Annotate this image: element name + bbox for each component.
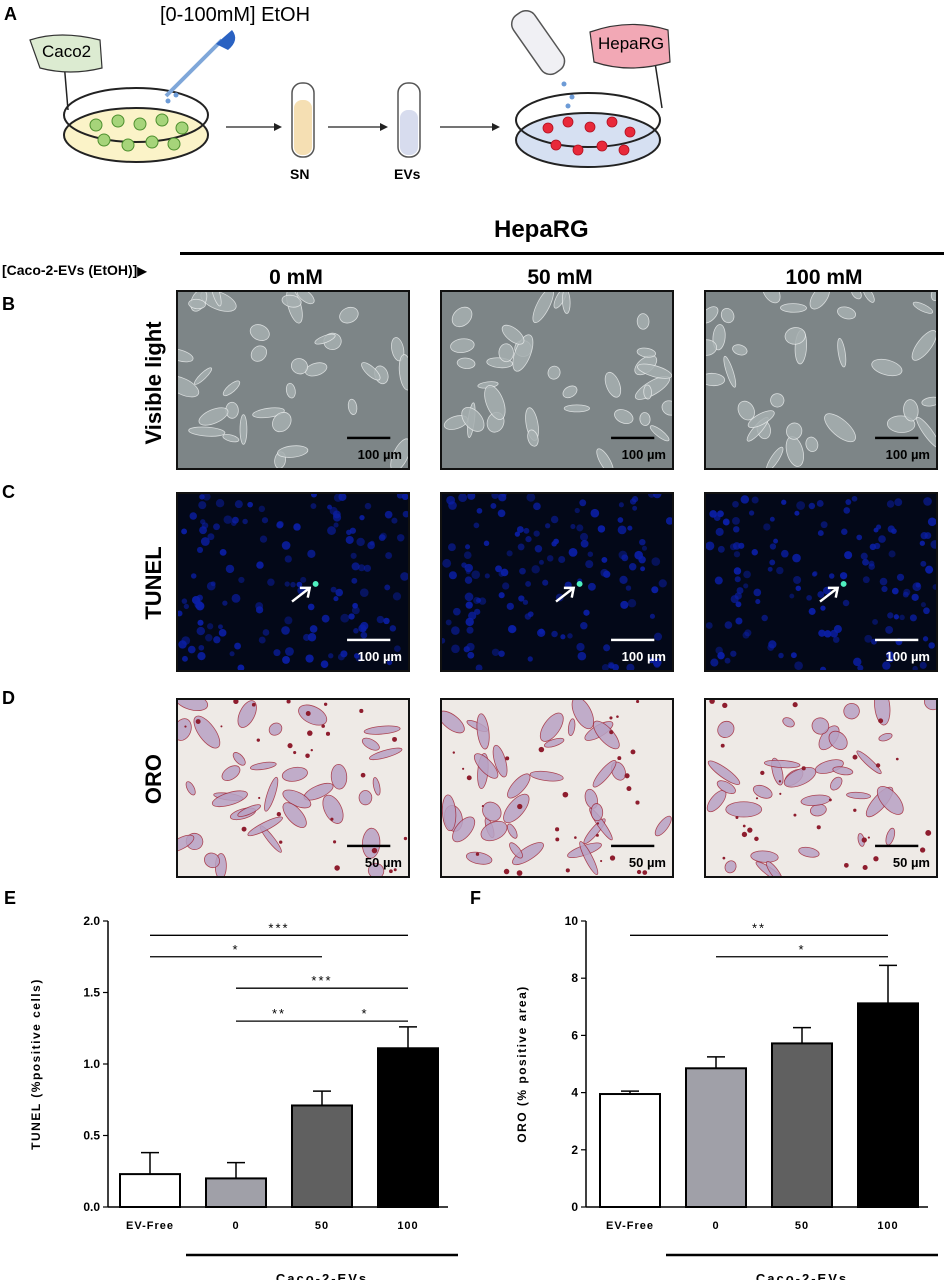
scale-bar-label: 50 µm <box>892 855 930 870</box>
x-tick-label: 50 <box>315 1220 329 1232</box>
x-tick-label: EV-Free <box>126 1220 174 1232</box>
significance-label: * <box>798 942 805 957</box>
x-tick-label: 50 <box>795 1220 809 1232</box>
evs-pour-tube <box>510 9 566 76</box>
row-label-visible-light: Visible light <box>141 321 166 445</box>
micrograph-visible-50mm: 100 µm <box>440 290 674 470</box>
scale-bar-label: 50 µm <box>628 855 666 870</box>
y-tick-label: 0.0 <box>83 1200 100 1214</box>
y-tick-label: 8 <box>571 971 578 985</box>
y-tick-label: 10 <box>565 914 579 928</box>
micrograph-tunel-0mm: 100 µm <box>176 492 410 672</box>
scale-bar-label: 100 µm <box>885 447 930 462</box>
micrograph-visible-0mm: 100 µm <box>176 290 410 470</box>
panel-letter-a: A <box>4 4 17 24</box>
significance-label: ** <box>272 1006 286 1021</box>
chart-oro-svg: 0 2 4 6 8 10 ORO (% positive area) EV-Free 0 50 10… <box>515 914 938 1285</box>
y-tick-label: 2.0 <box>83 914 100 928</box>
micrograph-image <box>442 700 672 876</box>
significance-label: * <box>361 1006 368 1021</box>
x-tick-label: 100 <box>397 1220 418 1232</box>
scale-bar-label: 100 µm <box>357 447 402 462</box>
micrograph-image <box>706 292 936 468</box>
heparg-header-rule <box>180 252 944 255</box>
y-tick-label: 0 <box>571 1200 578 1214</box>
x-tick-label: 100 <box>877 1220 898 1232</box>
heparg-flag <box>589 23 671 69</box>
y-tick-label: 2 <box>571 1143 578 1157</box>
panel-letter-b: B <box>2 294 15 314</box>
significance-label: *** <box>311 973 332 988</box>
heparg-header: HepaRG <box>494 216 589 243</box>
micrograph-image <box>178 494 408 670</box>
schematic-panel: [0-100mM] EtOH Caco2 HepaRG SN EVs <box>0 0 948 200</box>
y-tick-label: 6 <box>571 1028 578 1042</box>
y-tick-label: 1.5 <box>83 986 100 1000</box>
bar-50 <box>771 1042 833 1208</box>
bar-0 <box>685 1067 747 1208</box>
condition-label: [Caco-2-EVs (EtOH)]▶ <box>2 262 147 278</box>
scale-bar-label: 50 µm <box>364 855 402 870</box>
y-axis-label: ORO (% positive area) <box>515 985 529 1143</box>
caco2-flag <box>29 34 103 73</box>
micrograph-image <box>706 700 936 876</box>
right-triangle-icon: ▶ <box>137 264 147 278</box>
group-label: Caco-2-EVs <box>276 1271 368 1280</box>
x-tick-label: 0 <box>712 1220 719 1232</box>
scale-bar-label: 100 µm <box>621 649 666 664</box>
panel-letter-e: E <box>4 888 17 908</box>
panel-letter-d: D <box>2 688 15 708</box>
caco2-flag-label: Caco2 <box>42 42 92 61</box>
micrograph-oro-100mm: 50 µm <box>704 698 938 878</box>
y-tick-label: 1.0 <box>83 1057 100 1071</box>
micrograph-image <box>178 700 408 876</box>
sn-label: SN <box>290 166 310 182</box>
bar-50 <box>291 1104 353 1208</box>
micrograph-image <box>178 292 408 468</box>
micrograph-visible-100mm: 100 µm <box>704 290 938 470</box>
significance-label: * <box>232 942 239 957</box>
bar-100 <box>857 1002 919 1208</box>
micrograph-oro-50mm: 50 µm <box>440 698 674 878</box>
micrograph-tunel-50mm: 100 µm <box>440 492 674 672</box>
y-tick-label: 0.5 <box>83 1129 100 1143</box>
condition-text: [Caco-2-EVs (EtOH)] <box>2 262 138 278</box>
scale-bar-label: 100 µm <box>621 447 666 462</box>
row-label-tunel: TUNEL <box>141 546 166 620</box>
panel-letter-f: F <box>470 888 481 908</box>
etoh-label: [0-100mM] EtOH <box>160 4 311 26</box>
column-header-50mm: 50 mM <box>527 266 593 289</box>
column-header-100mm: 100 mM <box>785 266 863 289</box>
significance-label: *** <box>268 920 289 935</box>
micrograph-image <box>442 494 672 670</box>
micrograph-image <box>442 292 672 468</box>
scale-bar-label: 100 µm <box>885 649 930 664</box>
x-tick-label: EV-Free <box>606 1220 654 1232</box>
evs-label: EVs <box>394 166 421 182</box>
micrograph-image <box>706 494 936 670</box>
x-tick-label: 0 <box>232 1220 239 1232</box>
chart-oro: 0 2 4 6 8 10 ORO (% positive area) EV-Free 0 50 10… <box>474 900 948 1285</box>
bar-EV-Free <box>119 1173 181 1208</box>
column-header-0mm: 0 mM <box>269 266 323 289</box>
chart-tunel-svg: 0.0 0.5 1.0 1.5 2.0 TUNEL (%positive cells) EV… <box>29 914 458 1285</box>
y-axis-label: TUNEL (%positive cells) <box>29 978 43 1150</box>
heparg-flag-label: HepaRG <box>598 34 665 53</box>
significance-label: ** <box>752 920 766 935</box>
row-label-oro: ORO <box>141 753 166 805</box>
panel-letter-c: C <box>2 482 15 502</box>
bar-EV-Free <box>599 1093 661 1208</box>
scale-bar-label: 100 µm <box>357 649 402 664</box>
micrograph-oro-0mm: 50 µm <box>176 698 410 878</box>
micrograph-tunel-100mm: 100 µm <box>704 492 938 672</box>
dropper-icon <box>216 30 236 50</box>
bar-100 <box>377 1047 439 1208</box>
group-label: Caco-2-EVs <box>756 1271 848 1280</box>
chart-tunel: 0.0 0.5 1.0 1.5 2.0 TUNEL (%positive cells) EV… <box>0 900 470 1285</box>
schematic-illustration <box>29 9 671 168</box>
y-tick-label: 4 <box>571 1086 578 1100</box>
bar-0 <box>205 1177 267 1208</box>
